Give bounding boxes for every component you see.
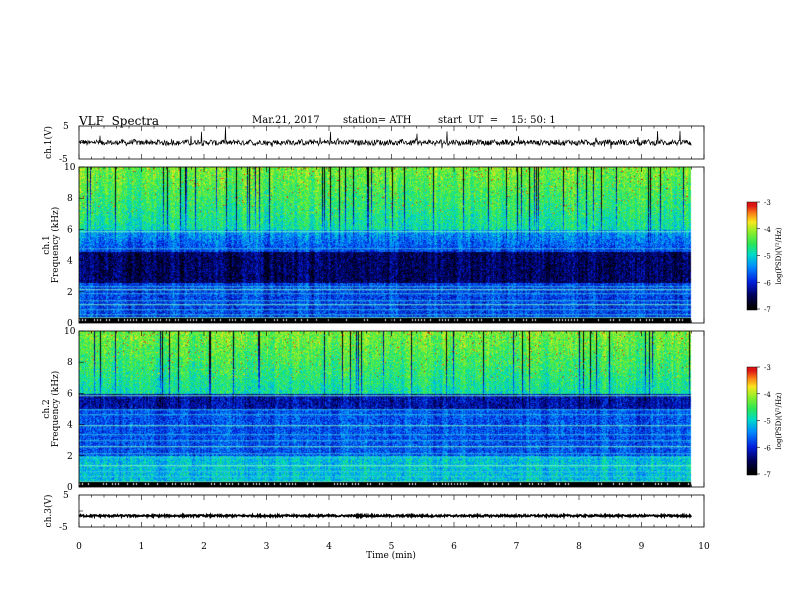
- freq-tick-label: 2: [67, 452, 73, 462]
- trace-ch1: [78, 126, 692, 149]
- x-tick-label: 5: [389, 542, 395, 552]
- freq-tick-label: 0: [67, 319, 73, 329]
- freq-tick-label: 2: [67, 288, 73, 298]
- colorbar-tick-label: -5: [764, 253, 771, 261]
- x-tick-label: 6: [451, 542, 457, 552]
- start-time-label: start UT = 15: 50: 1: [438, 115, 556, 126]
- x-tick-label: 2: [201, 542, 207, 552]
- colorbar-tick-label: -4: [764, 226, 771, 234]
- channel-label: ch.1: [42, 235, 52, 254]
- colorbar-tick-label: -6: [764, 279, 771, 287]
- channel-label: ch.2: [42, 399, 52, 418]
- freq-tick-label: 4: [67, 421, 73, 431]
- x-tick-label: 0: [76, 542, 82, 552]
- ch1-spectrogram: [79, 167, 692, 323]
- frequency-axis-label: Frequency (kHz): [50, 371, 61, 448]
- y-axis-label: ch.3(V): [43, 495, 54, 528]
- y-tick-label: 5: [63, 491, 69, 501]
- y-tick-label: 5: [63, 122, 69, 132]
- freq-tick-label: 0: [67, 483, 73, 493]
- colorbar-tick-label: -5: [764, 418, 771, 426]
- freq-tick-label: 4: [67, 257, 73, 267]
- colorbar-label: log(PSD)(V²/Hz): [775, 227, 783, 284]
- colorbar-tick-label: -7: [764, 306, 771, 314]
- x-tick-label: 10: [698, 542, 710, 552]
- freq-tick-label: 10: [64, 327, 76, 337]
- x-tick-label: 4: [326, 542, 332, 552]
- x-tick-label: 3: [264, 542, 270, 552]
- colorbar-tick-label: -4: [764, 391, 771, 399]
- x-tick-label: 8: [576, 542, 582, 552]
- freq-tick-label: 8: [67, 358, 73, 368]
- ch2-colorbar: [747, 367, 757, 475]
- x-tick-label: 9: [639, 542, 645, 552]
- y-axis-label: ch.1(V): [43, 126, 54, 159]
- panel-frame-3: [78, 330, 705, 488]
- freq-tick-label: 6: [67, 389, 73, 399]
- ch1-colorbar: [747, 202, 757, 310]
- x-axis-label: Time (min): [366, 550, 416, 561]
- frequency-axis-label: Frequency (kHz): [50, 207, 61, 284]
- figure-title: VLF Spectra: [79, 114, 160, 128]
- colorbar-tick-label: -3: [764, 364, 771, 372]
- colorbar-tick-label: -6: [764, 444, 771, 452]
- colorbar-tick-label: -7: [764, 471, 771, 479]
- trace-ch3: [78, 512, 692, 520]
- date-label: Mar.21, 2017: [252, 115, 320, 126]
- y-tick-label: -5: [59, 155, 68, 165]
- freq-tick-label: 10: [64, 163, 76, 173]
- x-tick-label: 1: [139, 542, 145, 552]
- y-tick-label: -5: [59, 523, 68, 533]
- colorbar-label: log(PSD)(V²/Hz): [775, 392, 783, 449]
- freq-tick-label: 8: [67, 194, 73, 204]
- x-tick-label: 7: [514, 542, 520, 552]
- colorbar-frame: [746, 366, 758, 476]
- panel-frame-2: [78, 166, 705, 324]
- colorbar-frame: [746, 201, 758, 311]
- ch2-spectrogram: [79, 331, 692, 487]
- station-label: station= ATH: [343, 115, 412, 126]
- freq-tick-label: 6: [67, 225, 73, 235]
- colorbar-tick-label: -3: [764, 199, 771, 207]
